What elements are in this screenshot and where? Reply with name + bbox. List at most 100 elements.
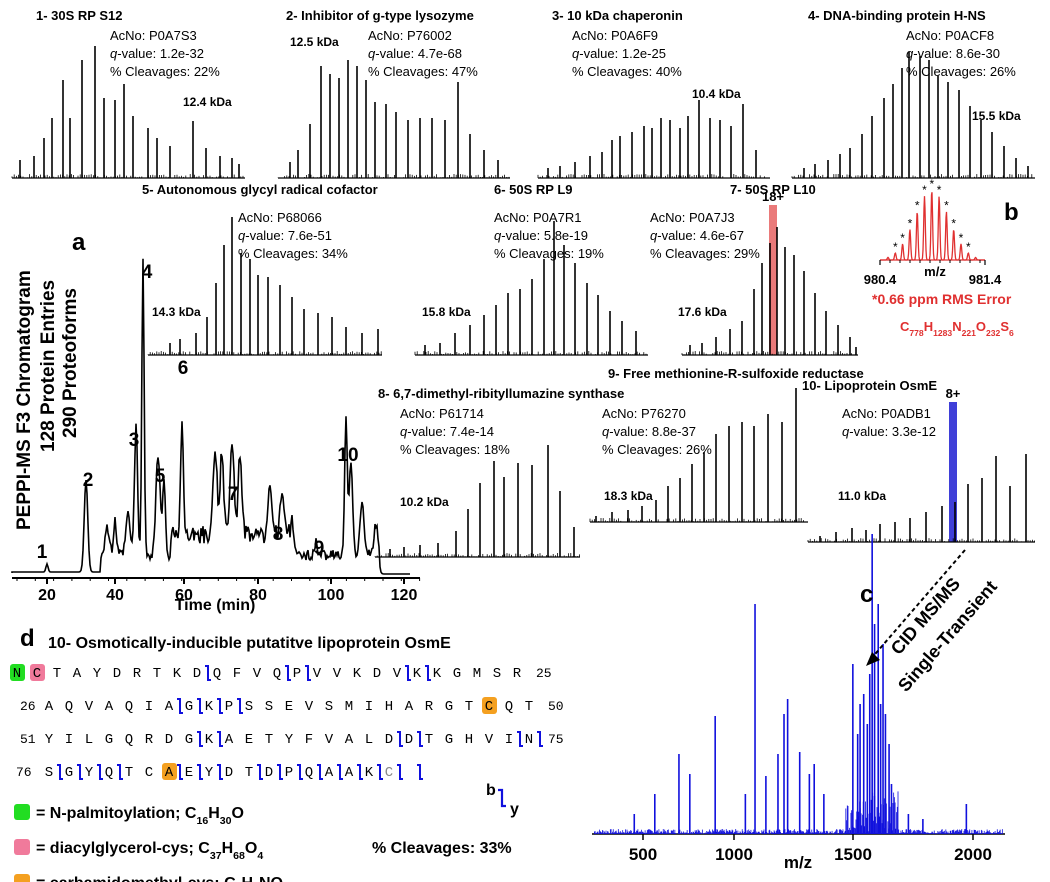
residue: I [365, 699, 373, 715]
residue: H [385, 699, 393, 715]
formula-text: O [231, 805, 243, 822]
residue: R [425, 699, 434, 715]
cleavage-mark [337, 764, 343, 780]
accession-number: AcNo: P61714 [400, 406, 484, 421]
residue: Q [213, 666, 221, 682]
residue: T [125, 765, 133, 781]
molecular-mass: 10.2 kDa [400, 495, 449, 509]
formula-text: N [952, 319, 961, 334]
q-value-text: -value: 5.8e-19 [501, 228, 588, 243]
residue: V [253, 666, 262, 682]
q-label: q [650, 228, 658, 243]
isotope-marker: * [959, 231, 964, 245]
spectrum-title: 6- 50S RP L9 [494, 182, 573, 197]
formula-text: O [245, 840, 257, 857]
residue: T [245, 765, 253, 781]
cleavage-mark [117, 764, 123, 780]
q-value-text: -value: 1.2e-32 [117, 46, 204, 61]
proteoform-count: 290 Proteoforms [60, 288, 81, 438]
peak-label-4: 4 [142, 262, 153, 283]
cleavage-percent: % Cleavages: 40% [572, 64, 682, 79]
residue: I [65, 732, 73, 748]
cleavage-mark [197, 698, 203, 714]
residue: D [165, 732, 173, 748]
peak-label-5: 5 [155, 466, 166, 487]
chromatogram-trace [11, 258, 410, 575]
c-tick-label: 500 [629, 845, 657, 864]
residue: Y [93, 666, 102, 682]
residue: A [345, 732, 354, 748]
q-value: q-value: 5.8e-19 [494, 228, 588, 243]
rms-error: *0.66 ppm RMS Error [872, 291, 1012, 307]
residue: Q [273, 666, 281, 682]
peak-label-3: 3 [129, 430, 140, 451]
proteoform-formula: C778H1283N221O232S6 [900, 319, 1014, 338]
residue: T [465, 699, 473, 715]
residue: K [413, 666, 422, 682]
residue: A [345, 765, 354, 781]
modified-residue [482, 697, 497, 714]
spectrum-5 [147, 217, 382, 356]
x-tick-label: 120 [391, 587, 418, 604]
accession-number: AcNo: P0ADB1 [842, 406, 931, 421]
residue: V [333, 666, 342, 682]
cleavage-mark [537, 731, 543, 747]
residue: K [433, 666, 442, 682]
residue: V [485, 732, 494, 748]
accession-number: AcNo: P0ACF8 [906, 28, 994, 43]
isotope-marker: * [951, 216, 956, 230]
legend-label: = carbamidomethyl-cys; C2H3NO [36, 875, 283, 882]
cleavage-mark [197, 731, 203, 747]
residue: E [285, 699, 293, 715]
isotope-marker: * [893, 240, 898, 254]
cleavage-mark [405, 665, 411, 681]
isotope-marker: * [944, 199, 949, 213]
spectrum-3 [537, 100, 770, 179]
cleavage-mark [217, 764, 223, 780]
q-value: q-value: 4.6e-67 [650, 228, 744, 243]
formula-text: = diacylglycerol-cys; C [36, 840, 210, 857]
cleavage-percent: % Cleavages: 19% [494, 246, 604, 261]
peak-label-1: 1 [37, 542, 48, 563]
y-ion-label: y [510, 801, 519, 818]
residue: N [13, 666, 21, 682]
formula-subscript: 778 [909, 328, 924, 338]
residue: S [245, 699, 253, 715]
q-value: q-value: 7.4e-14 [400, 424, 494, 439]
q-value-text: -value: 7.6e-51 [245, 228, 332, 243]
residue: G [453, 666, 461, 682]
c-xlabel: m/z [784, 853, 812, 872]
q-value: q-value: 8.6e-30 [906, 46, 1000, 61]
residue: K [173, 666, 182, 682]
residue: Y [205, 765, 214, 781]
residue: Q [505, 699, 513, 715]
residue: A [225, 732, 234, 748]
cleavage-percent: % Cleavages: 26% [602, 442, 712, 457]
cleavage-percent: % Cleavages: 34% [238, 246, 348, 261]
highlighted-charge-state [949, 402, 957, 542]
cleavage-mark [77, 764, 83, 780]
residue: S [493, 666, 501, 682]
residue: A [325, 765, 334, 781]
row-end-number: 50 [548, 699, 564, 714]
accession-number: AcNo: P0A7S3 [110, 28, 197, 43]
molecular-mass: 18.3 kDa [604, 489, 653, 503]
b-xlabel: m/z [924, 264, 946, 279]
molecular-mass: 12.4 kDa [183, 95, 232, 109]
residue: E [185, 765, 193, 781]
residue: F [305, 732, 313, 748]
q-value: q-value: 8.8e-37 [602, 424, 696, 439]
molecular-mass: 10.4 kDa [692, 87, 741, 101]
q-value-text: -value: 4.7e-68 [375, 46, 462, 61]
q-label: q [238, 228, 246, 243]
q-label: q [110, 46, 118, 61]
residue: T [425, 732, 433, 748]
residue: H [465, 732, 473, 748]
residue: G [185, 732, 193, 748]
highlighted-charge-state [769, 205, 777, 355]
isotope-marker: * [929, 177, 934, 191]
cleavage-mark [57, 764, 63, 780]
residue: S [265, 699, 273, 715]
residue: V [305, 699, 314, 715]
q-label: q [906, 46, 914, 61]
